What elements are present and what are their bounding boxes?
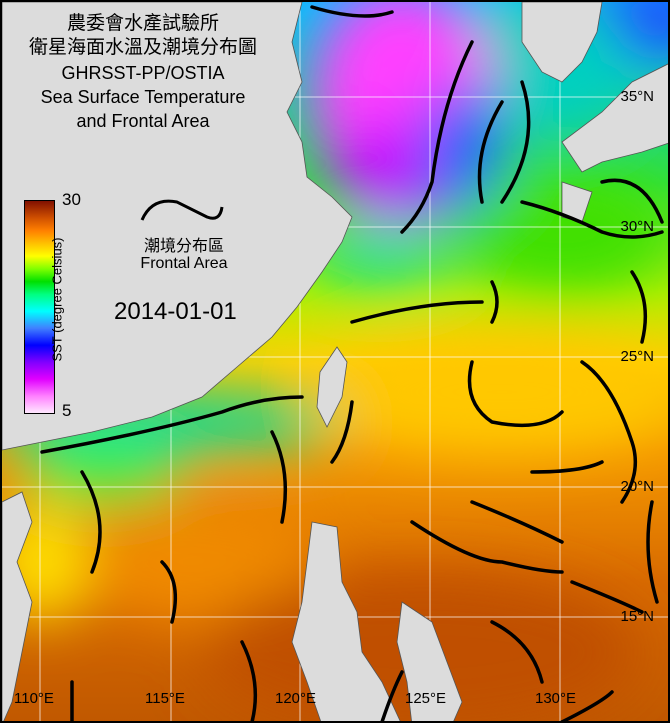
land-japan	[561, 63, 668, 173]
lat-label-15n: 15°N	[620, 608, 654, 625]
lat-label-30n: 30°N	[620, 218, 654, 235]
legend-label-en: Frontal Area	[140, 255, 228, 272]
land-china	[2, 2, 353, 451]
colorbar-min-label: 5	[62, 401, 72, 420]
title-line-4: Sea Surface Temperature	[40, 87, 246, 107]
lon-label-125e: 125°E	[405, 690, 447, 707]
lon-label-130e: 130°E	[535, 690, 577, 707]
frontal-area-legend-line	[140, 199, 224, 221]
colorbar-axis-label: SST (degree Celsius)	[49, 237, 65, 362]
land-indochina	[2, 491, 33, 721]
land-luzon	[291, 521, 401, 721]
lat-label-20n: 20°N	[620, 478, 654, 495]
title-line-3: GHRSST-PP/OSTIA	[61, 63, 225, 83]
lat-label-35n: 35°N	[620, 88, 654, 105]
lon-label-115e: 115°E	[145, 690, 185, 707]
land-korea	[521, 2, 603, 83]
title-line-5: and Frontal Area	[76, 111, 210, 131]
frontal-lines	[40, 5, 664, 721]
lon-label-120e: 120°E	[275, 690, 317, 707]
title-line-1: 農委會水產試驗所	[66, 13, 219, 34]
lat-label-25n: 25°N	[620, 348, 654, 365]
legend-label-zh: 潮境分布區	[143, 238, 224, 255]
lon-label-110e: 110°E	[14, 690, 54, 707]
land-taiwan	[316, 346, 348, 428]
title-line-2: 衛星海面水溫及潮境分布圖	[28, 37, 257, 58]
land-visayas	[396, 601, 463, 721]
map-date: 2014-01-01	[114, 298, 237, 325]
colorbar	[24, 200, 55, 414]
colorbar-max-label: 30	[62, 190, 81, 209]
